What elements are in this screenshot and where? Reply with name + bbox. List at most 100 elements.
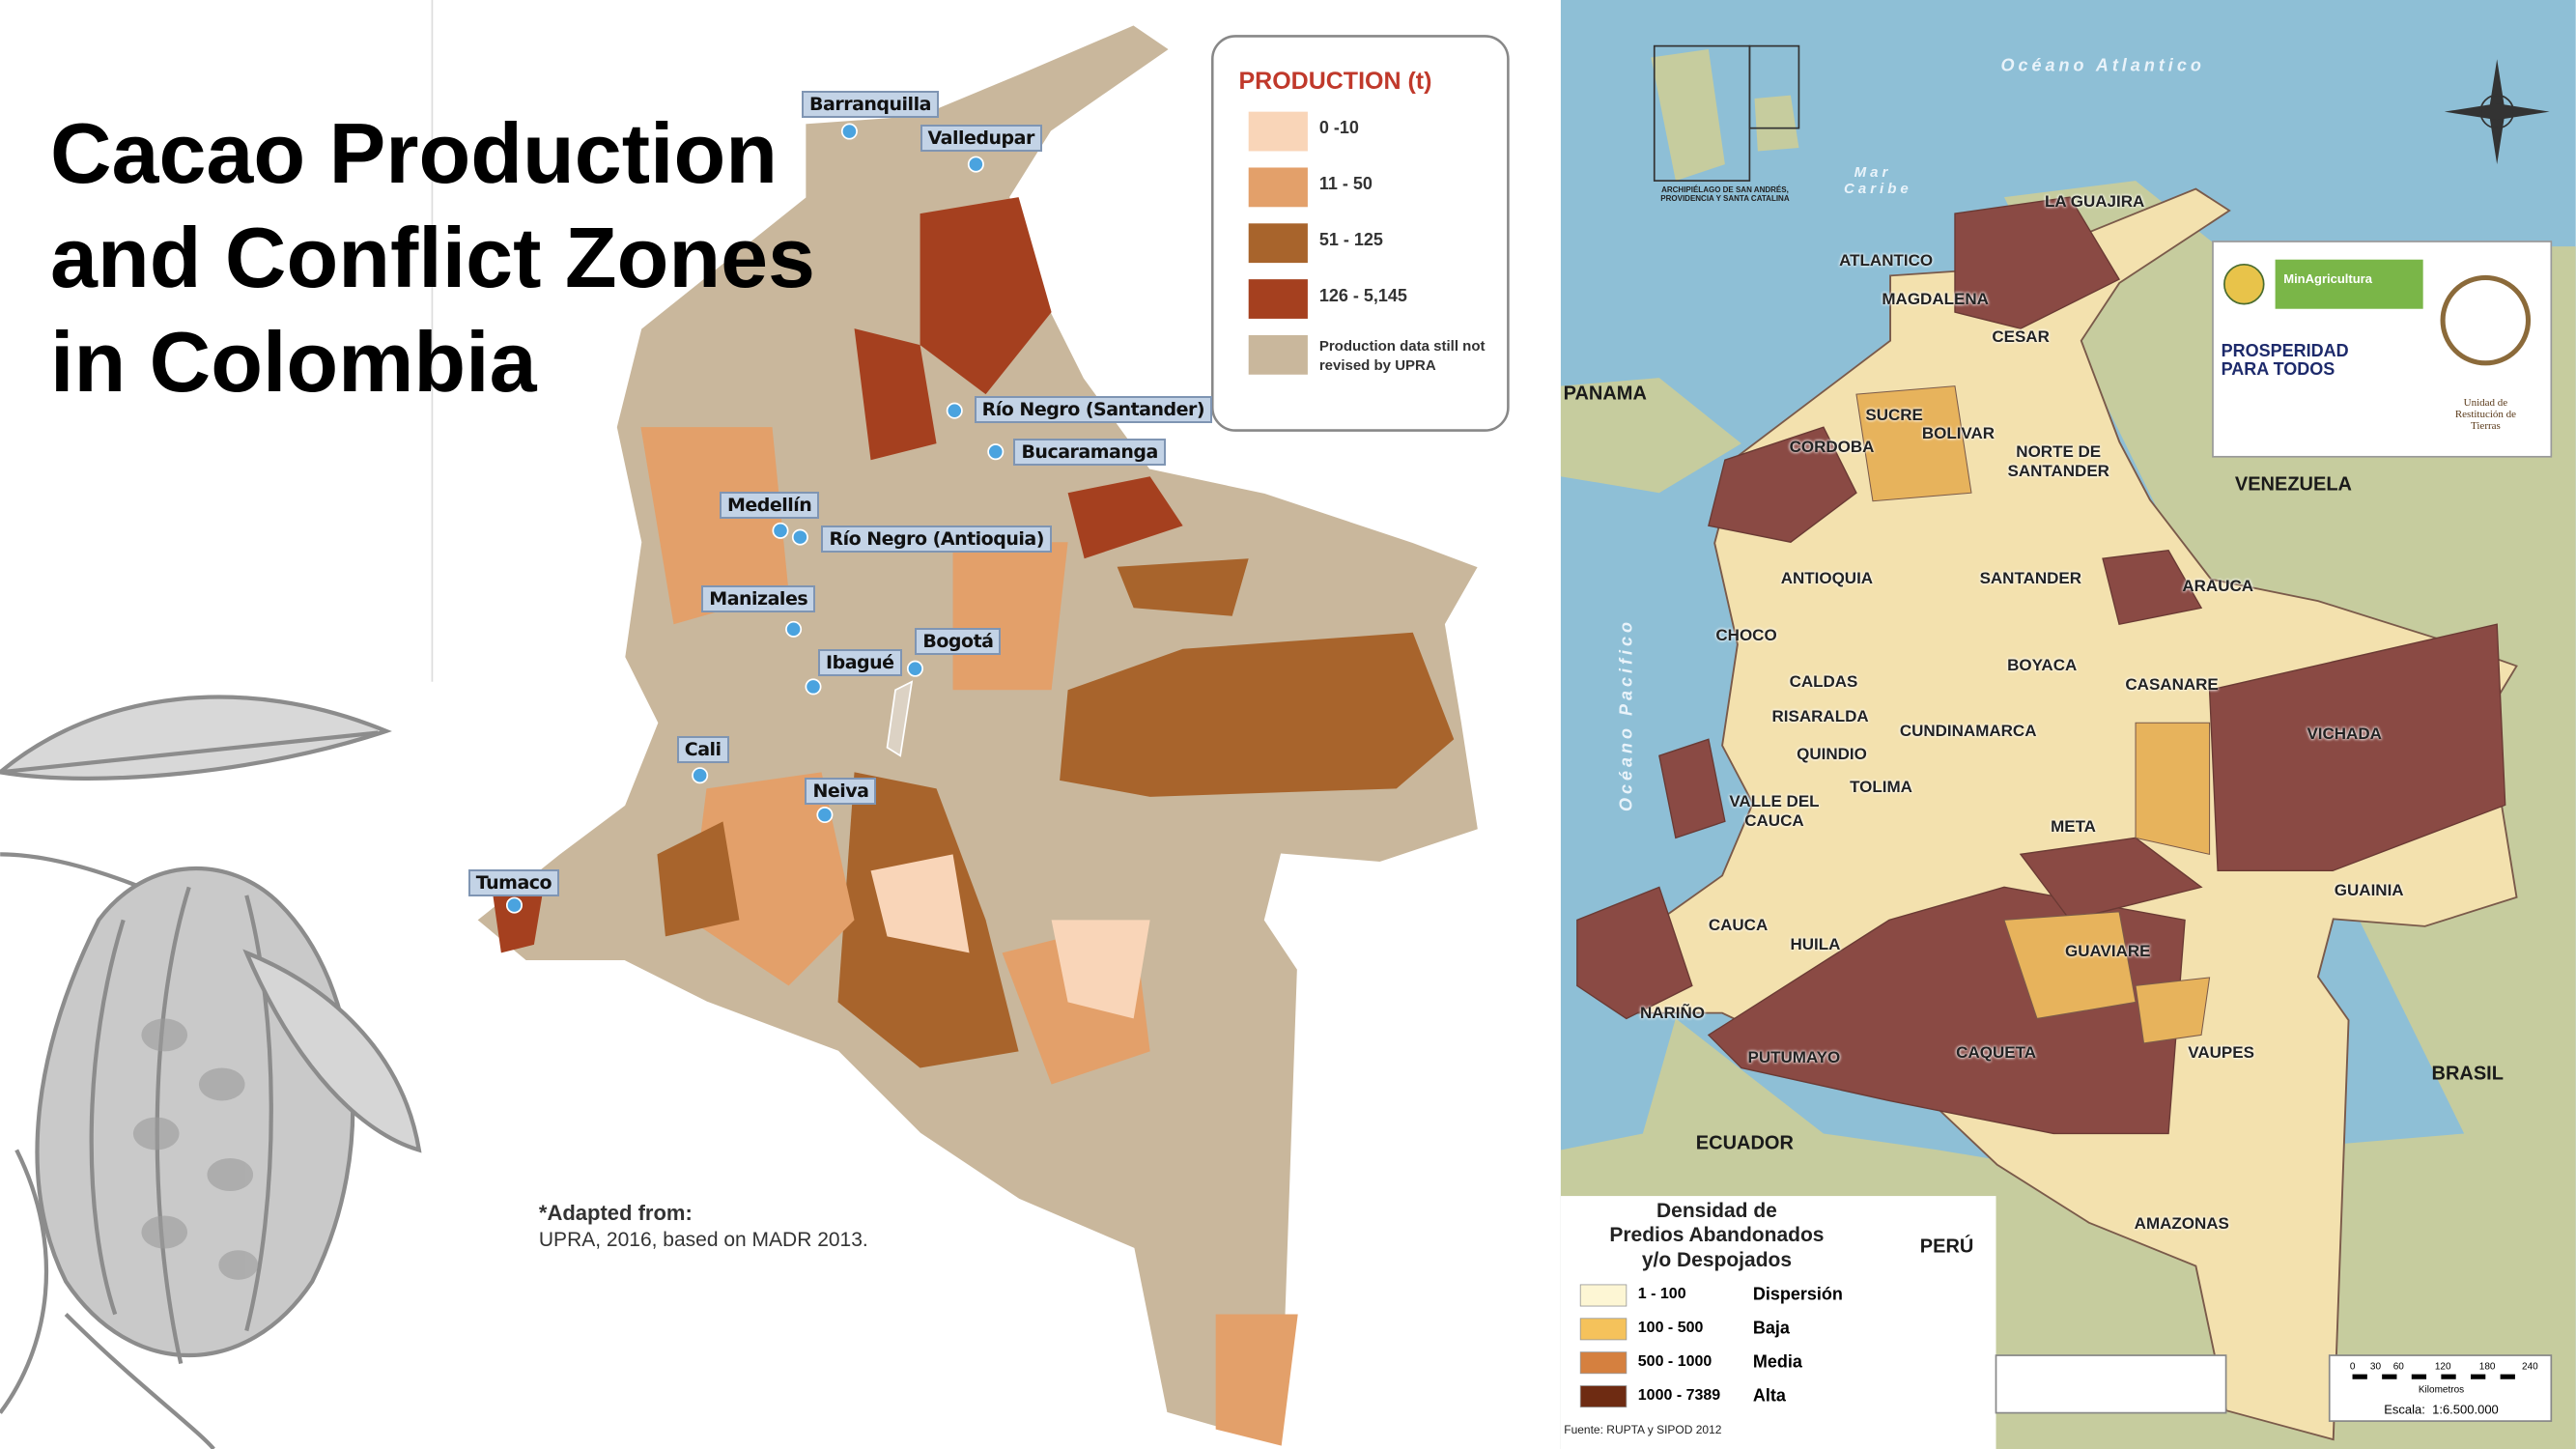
department-label: GUAINIA	[2334, 880, 2404, 899]
legend-range: 100 - 500	[1637, 1320, 1704, 1337]
city-label: Neiva	[805, 777, 877, 805]
country-label: VENEZUELA	[2234, 473, 2352, 496]
department-label: AMAZONAS	[2134, 1214, 2229, 1234]
legend-range: 1 - 100	[1637, 1286, 1686, 1303]
city-label: Bogotá	[915, 627, 1002, 655]
department-label: GUAVIARE	[2064, 941, 2151, 960]
department-label: BOYACA	[2007, 655, 2078, 674]
department-label: CAUCA	[1708, 915, 1769, 934]
legend-range: 500 - 1000	[1637, 1353, 1713, 1371]
legend-class: Media	[1752, 1351, 1802, 1372]
ocean-label: Mar Caribe	[1844, 164, 1912, 198]
legend-label: 0 -10	[1318, 118, 1359, 138]
legend-swatch	[1579, 1351, 1628, 1375]
city-pin	[967, 156, 984, 173]
source-text: Fuente: RUPTA y SIPOD 2012	[1564, 1422, 1722, 1436]
city-pin	[840, 123, 858, 140]
legend-range: 1000 - 7389	[1637, 1386, 1721, 1404]
cacao-beans	[132, 1018, 259, 1280]
legend-class: Alta	[1752, 1385, 1786, 1406]
department-label: SUCRE	[1865, 406, 1923, 425]
legend-class: Baja	[1752, 1318, 1790, 1338]
city-pin	[505, 896, 523, 914]
legend-swatch	[1248, 334, 1308, 375]
department-label: NORTE DE SANTANDER	[2007, 441, 2109, 480]
department-label: ANTIOQUIA	[1780, 568, 1874, 587]
production-regions	[493, 197, 1455, 1446]
department-label: CASANARE	[2125, 675, 2219, 695]
country-label: PERÚ	[1919, 1236, 1974, 1258]
legend-swatch	[1579, 1284, 1628, 1307]
legend-title: y/o Despojados	[1641, 1248, 1793, 1271]
department-label: MAGDALENA	[1882, 289, 1989, 308]
city-label: Tumaco	[467, 868, 560, 896]
country-label: PANAMA	[1563, 383, 1647, 405]
department-label: CHOCO	[1715, 626, 1777, 645]
department-label: VALLE DEL CAUCA	[1729, 792, 1820, 831]
department-label: QUINDIO	[1797, 744, 1867, 763]
department-label: CALDAS	[1789, 671, 1858, 691]
source-text: UPRA, 2016, based on MADR 2013.	[538, 1229, 868, 1252]
scale-tick: 240	[2522, 1361, 2538, 1373]
logo-text: PROSPERIDAD PARA TODOS	[2221, 340, 2349, 379]
department-label: VAUPES	[2188, 1043, 2254, 1063]
department-label: SANTANDER	[1979, 568, 2082, 587]
logo-text: Unidad de Restitución de Tierras	[2454, 396, 2517, 432]
legend-swatch	[1579, 1385, 1628, 1408]
department-label: META	[2051, 816, 2096, 836]
scale-tick: 120	[2434, 1361, 2451, 1373]
legend-swatch	[1248, 279, 1308, 319]
city-pin	[772, 522, 789, 539]
department-label: TOLIMA	[1850, 777, 1912, 796]
scale-tick: 30	[2369, 1361, 2382, 1373]
department-label: HUILA	[1790, 935, 1841, 953]
city-pin	[816, 807, 834, 824]
department-label: NARIÑO	[1639, 1004, 1706, 1023]
city-pin	[946, 402, 963, 419]
logo-text: MinAgricultura	[2283, 270, 2372, 286]
city-label: Barranquilla	[802, 90, 939, 118]
legend-swatch	[1248, 111, 1308, 152]
country-label: ECUADOR	[1695, 1132, 1794, 1154]
scale-tick: 0	[2349, 1361, 2356, 1373]
legend-label: 126 - 5,145	[1318, 285, 1407, 305]
city-label: Río Negro (Antioquia)	[821, 526, 1052, 554]
ocean-label: Océano Pacifico	[1616, 617, 1636, 811]
legend-swatch	[1248, 223, 1308, 264]
department-label: CUNDINAMARCA	[1899, 721, 2037, 740]
scale-unit: Kilometros	[2418, 1384, 2465, 1396]
legend-title: Densidad de	[1656, 1199, 1777, 1222]
department-label: ATLANTICO	[1839, 251, 1934, 270]
legend-swatch	[1248, 167, 1308, 208]
country-label: BRASIL	[2431, 1063, 2504, 1085]
city-pin	[785, 620, 803, 638]
department-label: CAQUETA	[1956, 1043, 2036, 1063]
department-label: BOLIVAR	[1921, 424, 1996, 443]
city-label: Río Negro (Santander)	[974, 395, 1213, 423]
scale-text: Escala: 1:6.500.000	[2384, 1402, 2499, 1417]
city-pin	[987, 443, 1005, 461]
department-label: VICHADA	[2307, 724, 2382, 744]
city-pin	[906, 660, 923, 677]
legend-label: 51 - 125	[1318, 230, 1383, 250]
legend-class: Dispersión	[1752, 1284, 1843, 1304]
legend-title: PRODUCTION (t)	[1238, 67, 1432, 95]
archipelago-label: ARCHIPIÉLAGO DE SAN ANDRÉS, PROVIDENCIA …	[1660, 185, 1790, 203]
city-pin	[692, 767, 709, 784]
scale-tick: 180	[2478, 1361, 2496, 1373]
scale-tick: 60	[2392, 1361, 2404, 1373]
department-label: ARAUCA	[2182, 577, 2254, 596]
city-label: Medellín	[719, 491, 820, 519]
legend-title: Predios Abandonados	[1609, 1224, 1825, 1247]
legend-swatch	[1579, 1318, 1628, 1341]
city-label: Cali	[676, 736, 729, 763]
city-label: Manizales	[701, 584, 816, 612]
department-label: RISARALDA	[1771, 706, 1869, 725]
conflict-map	[1560, 0, 2576, 1449]
source-heading: *Adapted from:	[538, 1201, 693, 1226]
city-label: Bucaramanga	[1013, 439, 1166, 467]
department-label: CORDOBA	[1789, 437, 1875, 456]
city-label: Valledupar	[920, 125, 1042, 153]
